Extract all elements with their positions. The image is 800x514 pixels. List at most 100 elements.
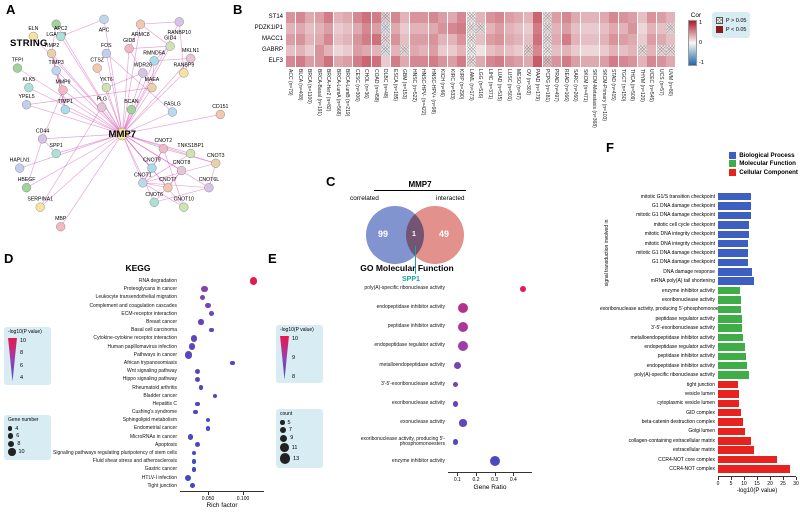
heatmap-cell — [305, 12, 314, 23]
network-edge — [162, 148, 185, 208]
dotplot-term-label: endopeptidase regulator activity — [374, 342, 445, 349]
dotplot-dot — [198, 385, 204, 390]
legend-size-dot — [280, 453, 291, 464]
bar-track — [718, 390, 796, 398]
dotplot-term-label: Tight junction — [147, 482, 177, 489]
dotplot-plot-area — [180, 433, 264, 441]
dotplot-term-label: Cytokine-cytokine receptor interaction — [93, 335, 177, 342]
dotplot-plot-area — [448, 413, 532, 432]
dotplot-dot — [519, 285, 526, 292]
dotplot-plot-area — [180, 474, 264, 482]
heatmap-cell — [466, 34, 476, 45]
bar-term-label: metalloendopeptidase inhibitor activity — [630, 334, 716, 341]
network-edge — [55, 24, 123, 135]
dotplot-row: poly(A)-specific ribonuclease activity — [330, 279, 532, 298]
legend-size-dot — [280, 443, 289, 452]
dotplot-row: Breast cancer — [52, 318, 264, 326]
network-edge — [140, 23, 171, 47]
bar-track — [718, 352, 796, 361]
heatmap-column-label: STAD (n=415) — [610, 69, 617, 101]
bar-term-label: mRNA poly(A) tail shortening — [650, 278, 715, 285]
dotplot-term-label: 3'-5'-exoribonuclease activity — [381, 380, 445, 387]
heatmap-cell — [609, 23, 618, 34]
color-gradient-triangle — [8, 337, 17, 382]
bar-term-label: exoribonuclease activity — [661, 296, 715, 303]
dotplot-term-label: MicroRNAs in cancer — [130, 433, 177, 440]
heatmap-cell — [666, 56, 675, 67]
panel-label-b: B — [233, 2, 243, 17]
heatmap-column-label: GBM (n=153) — [401, 69, 408, 100]
axis-tick-label: 10 — [741, 481, 747, 487]
dotplot-row: enzyme inhibitor activity — [330, 452, 532, 471]
bar-row: cytoplasmic vesicle lumen — [600, 399, 796, 408]
dotplot-term-label: Endometrial cancer — [133, 425, 177, 432]
heatmap-cell — [628, 12, 637, 23]
heatmap-cell — [580, 23, 590, 34]
dotplot-dot — [489, 456, 500, 467]
bar-row: mitotic G1 DNA damage checkpoint — [600, 211, 796, 220]
dotplot-dot — [195, 401, 200, 407]
heatmap-cell — [447, 12, 457, 23]
panel-label-f: F — [606, 140, 614, 155]
dotplot-plot-area — [448, 317, 532, 336]
dotplot-dot — [452, 400, 459, 407]
heatmap-cell — [286, 56, 295, 67]
heatmap-column-label: TGCT (n=150) — [619, 69, 626, 102]
bar — [718, 277, 755, 285]
heatmap-cell — [533, 23, 542, 34]
heatmap-cell — [324, 12, 333, 23]
network-edge — [96, 67, 123, 135]
dotplot-plot-area — [180, 302, 264, 310]
legend-title: count — [280, 411, 293, 417]
heatmap-column-label: COAD (n=458) — [372, 69, 379, 103]
heatmap-cell — [409, 12, 419, 23]
heatmap-cell — [599, 23, 609, 34]
network-edge — [106, 72, 143, 88]
heatmap-row-label: ELF3 — [268, 58, 283, 64]
bar-term-label: peptidase inhibitor activity — [657, 353, 715, 360]
dotplot-term-label: Proteoglycans in cancer — [123, 286, 177, 293]
dotplot-plot-area — [180, 359, 264, 367]
dotplot-row: HTLV-I infection — [52, 474, 264, 482]
bar-track — [718, 465, 796, 473]
bar-track — [718, 343, 796, 351]
bar-term-label: tight junction — [686, 381, 715, 388]
venn-count-intersection: 1 — [412, 231, 416, 238]
bar-track — [718, 446, 796, 454]
kegg-dotplot-panel: KEGG -log10(P value) 10 8 6 4 Gene number 4… — [4, 263, 272, 513]
network-edge — [26, 133, 123, 188]
heatmap-cell — [447, 34, 457, 45]
heatmap-cell — [609, 12, 618, 23]
dotplot-plot-area — [180, 449, 264, 457]
bar-term-label: mitotic DNA integrity checkpoint — [644, 240, 715, 247]
heatmap-cell — [533, 34, 542, 45]
gene-node-label: CNOT7 — [159, 177, 177, 183]
heatmap-column-label: BRCA-LumA (n=568) — [334, 69, 341, 117]
go-mf-size-legend: count 5 7 9 11 13 — [276, 409, 323, 469]
bar-row: mRNA poly(A) tail shortening — [600, 277, 796, 286]
bar-term-label: 3'-5'-exoribonuclease activity — [651, 325, 715, 332]
bar-track — [718, 286, 796, 295]
heatmap-cell — [476, 56, 485, 67]
heatmap-cell — [495, 23, 504, 34]
color-gradient-triangle — [280, 335, 289, 380]
gene-node-label: CNOT1 — [134, 172, 152, 178]
heatmap-column-label: BRCA-Basal (n=191) — [315, 69, 322, 116]
heatmap-cell — [409, 23, 419, 34]
dotplot-dot — [188, 343, 196, 350]
bar — [718, 324, 743, 332]
bar — [718, 230, 749, 238]
heatmap-cell — [571, 34, 580, 45]
category-legend: Biological Process Molecular Function Cell… — [729, 150, 798, 177]
gene-node-label: RMND5A — [143, 50, 165, 56]
bar — [718, 408, 742, 417]
heatmap-cell — [628, 56, 637, 67]
bar — [718, 315, 742, 323]
gene-node-label: APC — [99, 27, 110, 33]
heatmap-column-label: CESC (n=306) — [353, 69, 360, 102]
heatmap-column-label: LIHC (n=371) — [486, 69, 493, 100]
dotplot-term-label: Pathways in cancer — [133, 351, 177, 358]
heatmap-cell — [371, 12, 381, 23]
bar-term-label: beta-catenin destruction complex — [641, 419, 715, 426]
heatmap-column-label: HNSC (n=522) — [410, 69, 417, 102]
